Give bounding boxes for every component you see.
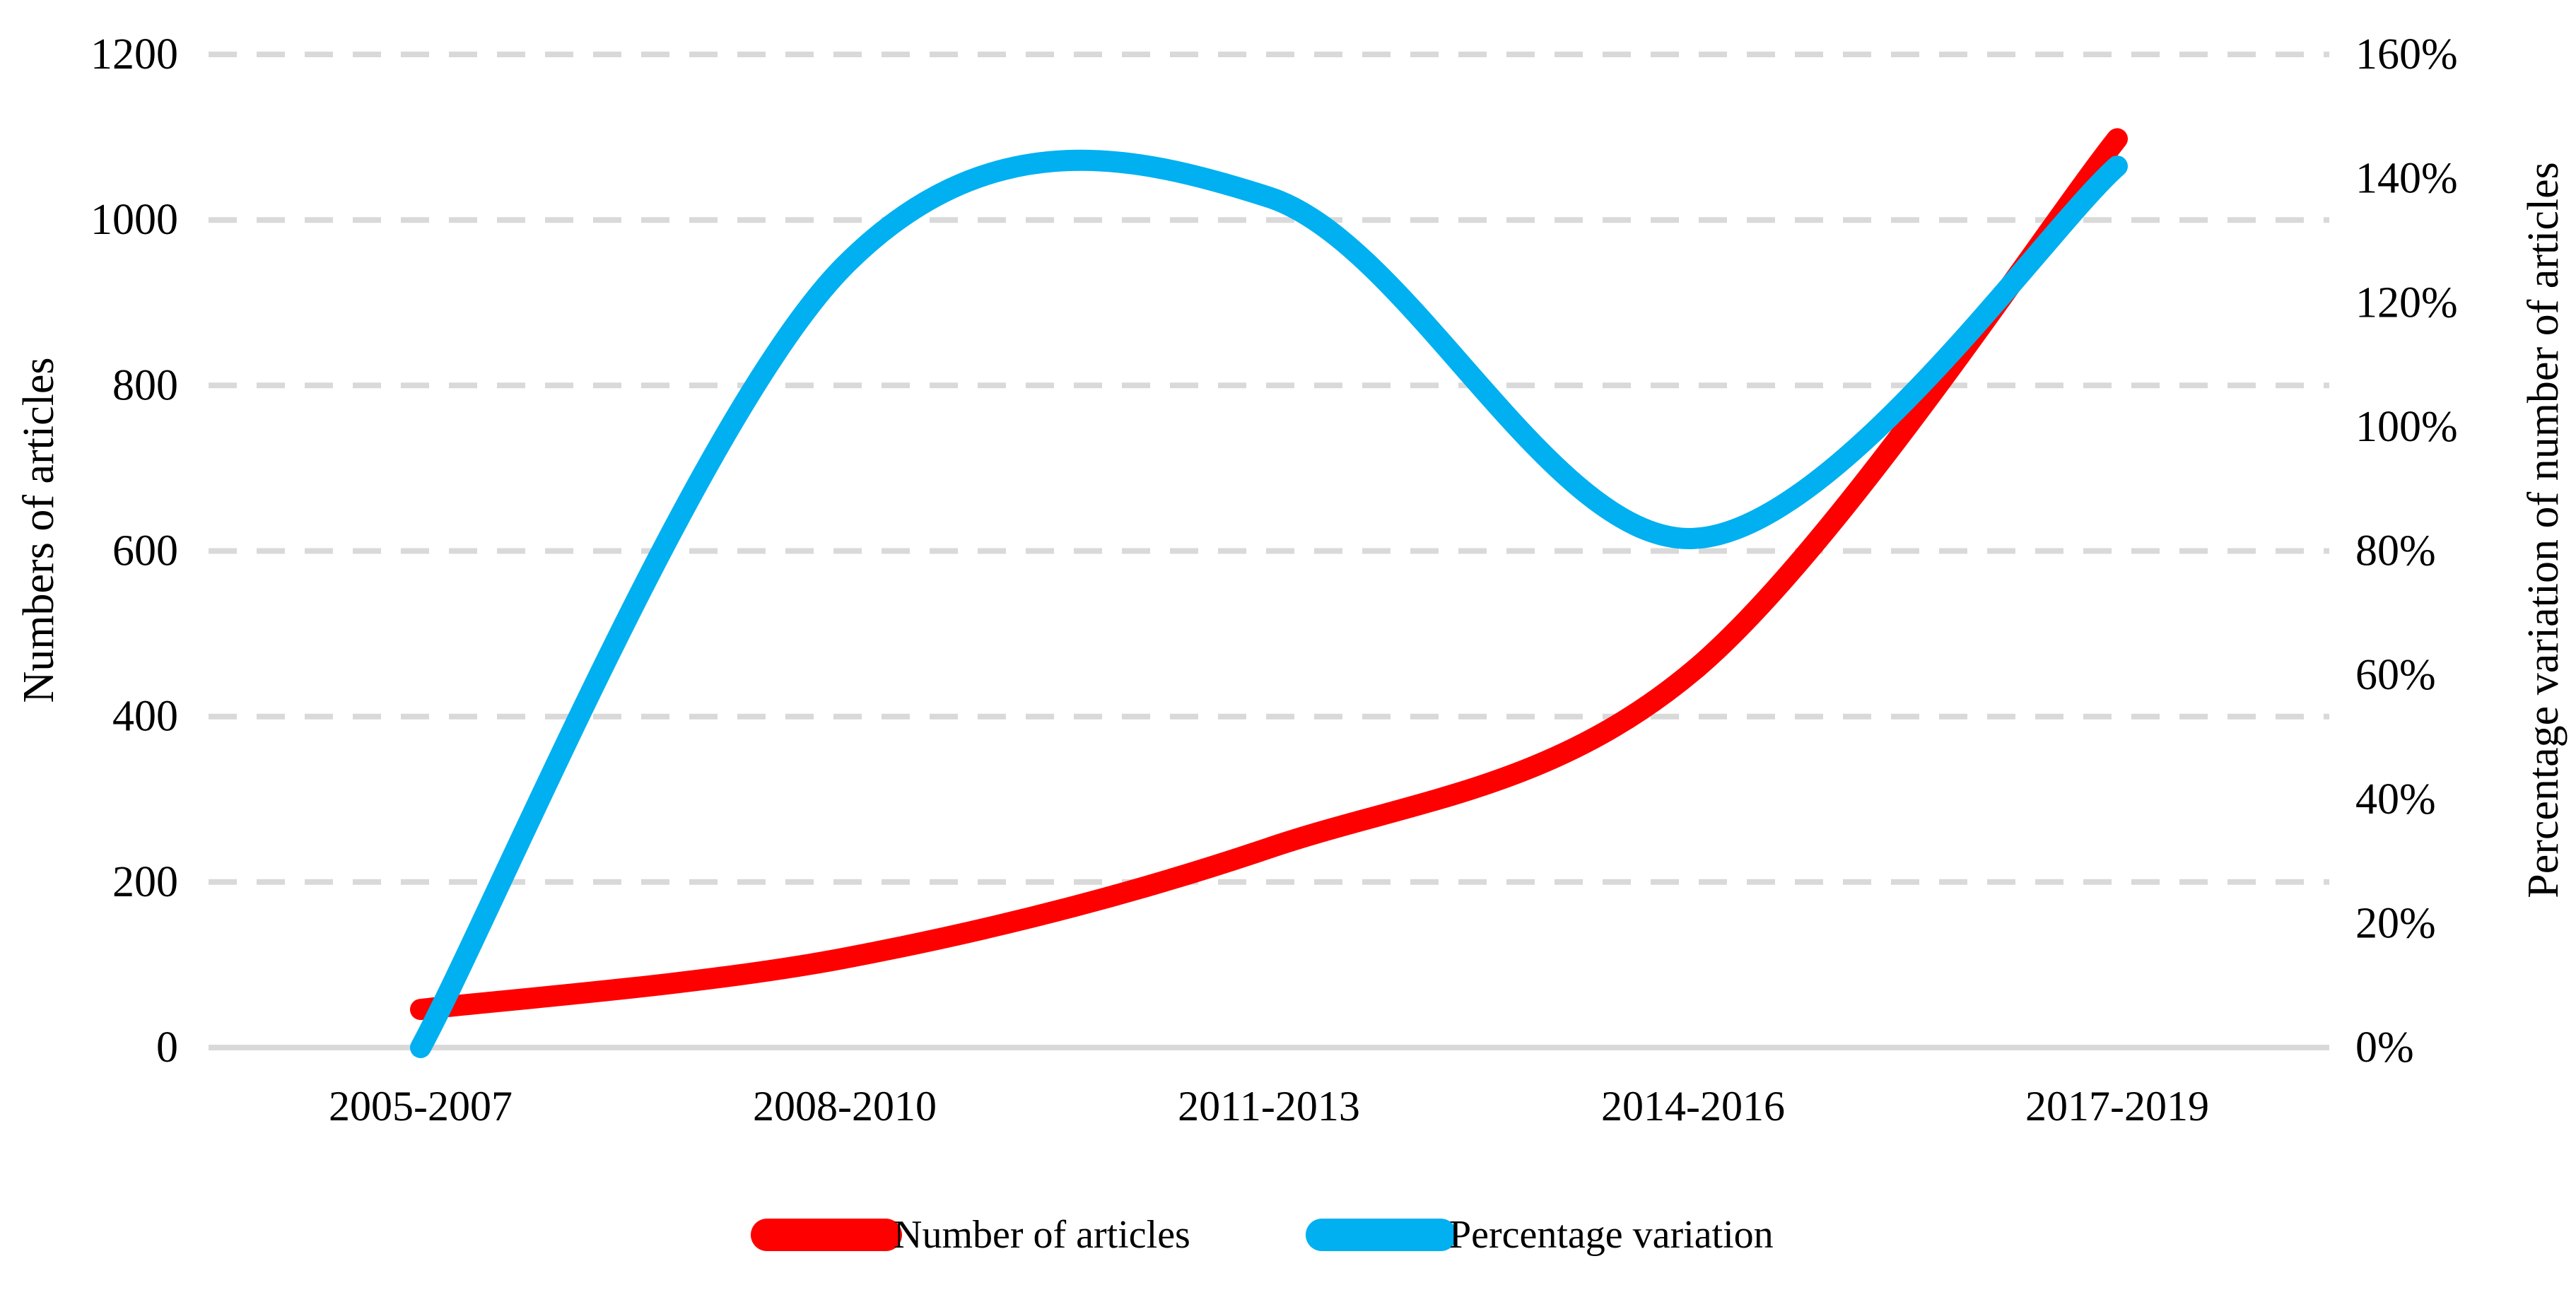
left-axis-title: Numbers of articles	[15, 358, 63, 703]
right-axis-tick-label: 40%	[2355, 775, 2436, 823]
series-line-number-of-articles	[410, 128, 2128, 1021]
right-axis-tick-label: 160%	[2355, 30, 2458, 78]
right-axis-tick-label: 20%	[2355, 899, 2436, 947]
right-axis-tick-label: 80%	[2355, 527, 2436, 575]
left-axis-tick-label: 400	[112, 693, 178, 741]
right-axis-tick-label: 60%	[2355, 651, 2436, 699]
right-axis-tick-label: 0%	[2355, 1024, 2414, 1072]
left-axis-tick-label: 600	[112, 527, 178, 575]
right-axis-tick-label: 100%	[2355, 403, 2458, 451]
left-axis-tick-label: 1000	[90, 196, 178, 244]
left-axis-tick-label: 1200	[90, 30, 178, 78]
series-line-percentage-variation	[410, 149, 2128, 1058]
x-axis-category-label: 2014-2016	[1601, 1083, 1785, 1130]
right-axis-title: Percentage variation of number of articl…	[2519, 162, 2568, 898]
left-axis-tick-label: 800	[112, 361, 178, 409]
legend-label: Number of articles	[894, 1213, 1190, 1257]
left-axis-tick-label: 0	[156, 1024, 178, 1072]
left-axis-tick-label: 200	[112, 858, 178, 906]
x-axis-category-label: 2005-2007	[329, 1083, 513, 1130]
right-axis-tick-label: 120%	[2355, 278, 2458, 327]
x-axis-category-label: 2008-2010	[753, 1083, 937, 1130]
legend-label: Percentage variation	[1449, 1213, 1774, 1257]
x-axis-category-label: 2017-2019	[2025, 1083, 2209, 1130]
x-axis-category-label: 2011-2013	[1178, 1083, 1360, 1130]
right-axis-tick-label: 140%	[2355, 155, 2458, 203]
